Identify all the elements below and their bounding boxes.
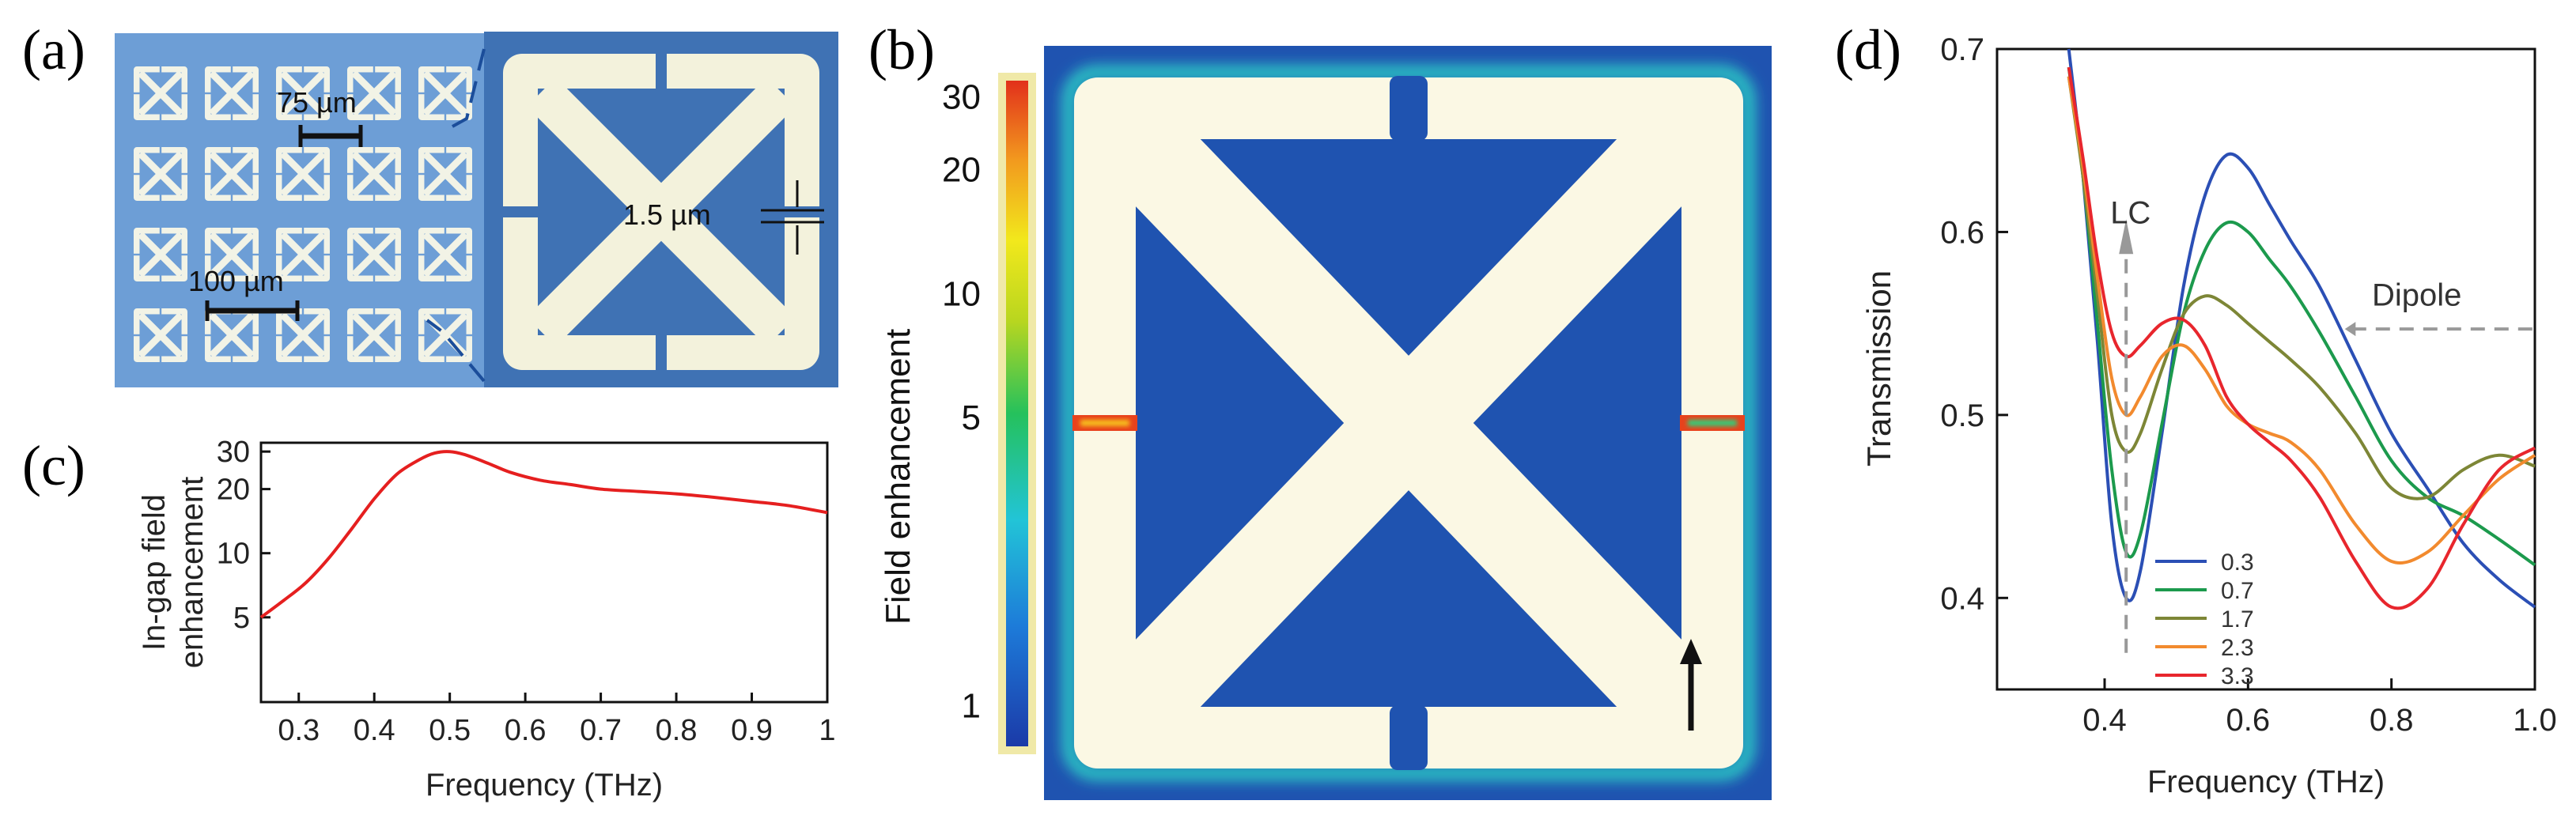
legend-label: 2.3 [2221, 635, 2254, 661]
x-tick-label-c: 1 [819, 714, 835, 747]
panel-a: 75 µm 100 µm 1.5 µm [115, 32, 838, 387]
resonator-cell [346, 308, 402, 363]
x-axis-label-d: Frequency (THz) [2147, 765, 2385, 799]
scale-label-gap: 1.5 µm [623, 198, 711, 231]
resonator-cell [204, 66, 259, 121]
lc-arrow-icon [2119, 219, 2134, 255]
resonator-cell [346, 146, 402, 202]
y-tick-label-c: 20 [217, 474, 250, 507]
y-tick-label-c: 5 [233, 602, 250, 635]
scale-bar-array: 100 µm [188, 265, 300, 321]
resonator-cell [133, 308, 188, 363]
colorbar-tick-label: 30 [942, 78, 981, 117]
series-line-d [2067, 48, 2536, 609]
resonator-cell [346, 66, 402, 121]
colorbar-tick-label: 10 [942, 274, 981, 313]
x-tick-label-d: 0.4 [2082, 703, 2127, 738]
colorbar-tick-label: 1 [962, 686, 981, 725]
resonator-cell [275, 308, 331, 363]
zoom-guide-bottom [426, 319, 486, 383]
panel-letter-b: (b) [868, 18, 935, 81]
panel-c: 0.3 0.4 0.5 0.6 0.7 0.8 0.9 1 5 10 20 30 Frequency … [137, 436, 836, 802]
resonator-cell [346, 227, 402, 282]
x-tick-label-c: 0.3 [278, 714, 320, 747]
panel-d: 0.4 0.6 0.8 1.00.40.50.60.7 LC Dipole 0.30.… [1860, 32, 2557, 799]
y-tick-label-d: 0.7 [1940, 32, 1984, 67]
annotation-dipole: Dipole [2372, 278, 2461, 312]
series-line-d [2067, 66, 2536, 567]
panel-letter-d: (d) [1835, 18, 1901, 81]
resonator-cell [275, 146, 331, 202]
series-line-d [2067, 76, 2536, 500]
x-tick-label-d: 0.8 [2370, 703, 2414, 738]
x-tick-label-c: 0.4 [354, 714, 395, 747]
resonator-cell [418, 308, 473, 363]
polarization-arrow [1680, 639, 1702, 731]
panel-letter-c: (c) [22, 434, 85, 497]
resonator-cell [418, 227, 473, 282]
resonator-cell [204, 227, 259, 282]
x-axis-label-c: Frequency (THz) [426, 768, 663, 802]
series-line-d [2067, 66, 2536, 610]
zoom-guide-top [452, 48, 486, 128]
plot-frame-d [1995, 47, 2536, 691]
resonator-cell [204, 146, 259, 202]
scale-bar-period: 75 µm [277, 86, 363, 147]
x-tick-label-c: 0.8 [656, 714, 698, 747]
annotations-d: LC Dipole [2110, 195, 2535, 653]
x-tick-label-c: 0.5 [429, 714, 471, 747]
zoomed-resonator [502, 53, 820, 371]
y-axis-label-c-line1: In-gap field [137, 494, 172, 651]
resonator-cell [275, 66, 331, 121]
resonator-cell [133, 227, 188, 282]
scale-bar-gap: 1.5 µm [623, 180, 824, 255]
resonator-cell [133, 146, 188, 202]
legend-d: 0.30.71.72.33.3 [2155, 549, 2254, 689]
x-tick-label-d: 0.6 [2226, 703, 2271, 738]
dipole-arrow-icon [2344, 322, 2356, 337]
y-tick-label-d: 0.6 [1940, 215, 1984, 250]
legend-label: 3.3 [2221, 663, 2254, 689]
x-tick-label-c: 0.7 [580, 714, 622, 747]
series-lines-d [2067, 48, 2536, 610]
series-line-d [2067, 76, 2536, 565]
colorbar [1006, 81, 1028, 746]
x-tick-label-d: 1.0 [2513, 703, 2557, 738]
y-tick-label-d: 0.5 [1940, 398, 1984, 433]
x-tick-label-c: 0.6 [505, 714, 547, 747]
colorbar-tick-label: 5 [962, 398, 981, 437]
scale-label-array: 100 µm [188, 265, 284, 297]
legend-label: 0.3 [2221, 549, 2254, 576]
y-tick-label-c: 10 [217, 538, 250, 571]
resonator-cell [275, 227, 331, 282]
resonator-cell [204, 308, 259, 363]
y-tick-label-c: 30 [217, 436, 250, 469]
series-line-c [259, 450, 828, 619]
resonator-cell [133, 66, 188, 121]
legend-label: 0.7 [2221, 578, 2254, 604]
resonator-zoom [502, 53, 820, 371]
legend-label: 1.7 [2221, 606, 2254, 633]
panel-letter-a: (a) [22, 18, 85, 81]
annotation-lc: LC [2110, 195, 2150, 230]
panel-b: 30 20 10 5 1 Field enhancement [879, 46, 1772, 800]
y-axis-label-d: Transmission [1860, 270, 1897, 466]
colorbar-label: Field enhancement [879, 329, 917, 625]
arrow-up-icon [1680, 639, 1702, 664]
colorbar-tick-label: 20 [942, 150, 981, 189]
field-map [1063, 66, 1754, 780]
colorbar-ticks: 30 20 10 5 1 [942, 78, 981, 726]
resonator-array [133, 66, 473, 363]
x-tick-label-c: 0.9 [731, 714, 773, 747]
plot-frame-c [259, 441, 829, 704]
resonator-cell [418, 146, 473, 202]
resonator-cell [418, 66, 473, 121]
scale-label-period: 75 µm [277, 86, 357, 119]
y-axis-label-c-line2: enhancement [175, 477, 210, 668]
y-tick-label-d: 0.4 [1940, 581, 1984, 616]
